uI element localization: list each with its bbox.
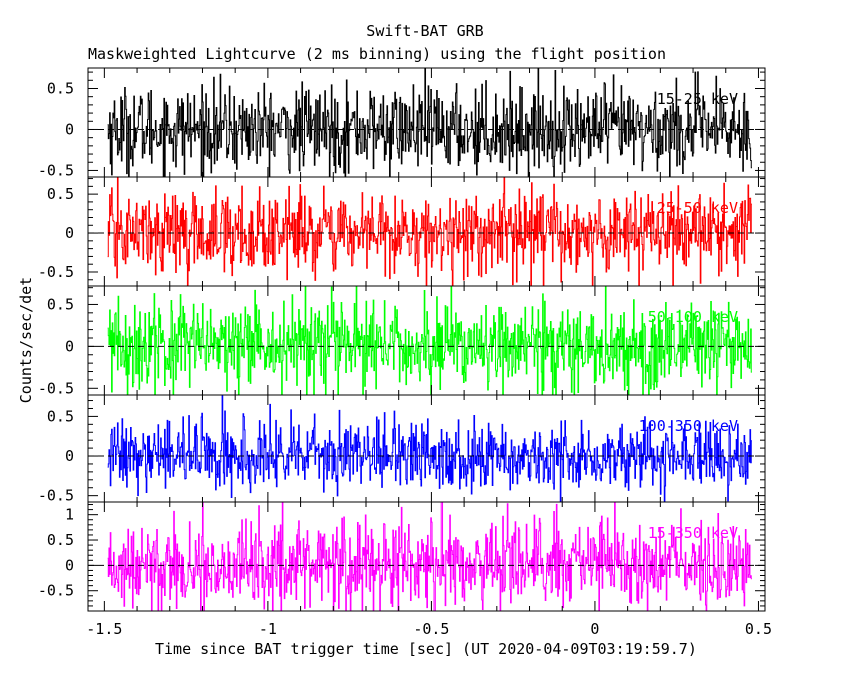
y-tick-label: -0.5	[38, 263, 74, 281]
panel-1: -0.5 0 0.5 15-25 keV	[38, 67, 766, 179]
lightcurve-series-3	[107, 286, 752, 395]
x-tick-label: -1	[259, 620, 277, 638]
y-tick-label: -0.5	[38, 487, 74, 505]
y-tick-label: 0	[65, 224, 74, 242]
lightcurve-series-2	[107, 177, 752, 286]
panel-2: -0.5 0 0.5 25-50 keV	[38, 176, 766, 287]
x-tick-label: -1.5	[86, 620, 122, 638]
panel-3: -0.5 0 0.5 50-100 keV	[38, 285, 766, 397]
y-tick-label: 0	[65, 337, 74, 355]
band-label: 100-350 keV	[639, 417, 738, 435]
y-tick-label: 0.5	[47, 531, 74, 549]
band-label: 25-50 keV	[657, 199, 738, 217]
x-tick-label: 0	[590, 620, 599, 638]
y-tick-label: 0	[65, 556, 74, 574]
y-tick-label: 0	[65, 447, 74, 465]
y-tick-label: 0.5	[47, 185, 74, 203]
y-tick-label: 0.5	[47, 407, 74, 425]
x-tick-label: -0.5	[413, 620, 449, 638]
x-axis-label: Time since BAT trigger time [sec] (UT 20…	[155, 640, 697, 658]
lightcurve-series-5	[107, 502, 752, 611]
y-tick-label: 0.5	[47, 295, 74, 313]
panel-4: -0.5 0 0.5 100-350 keV	[38, 394, 766, 505]
y-tick-label: -0.5	[38, 379, 74, 397]
lightcurve-series-4	[107, 395, 752, 502]
y-tick-label: 1	[65, 506, 74, 524]
y-tick-label: -0.5	[38, 582, 74, 600]
chart-subtitle: Maskweighted Lightcurve (2 ms binning) u…	[88, 45, 666, 63]
lightcurve-series-1	[107, 68, 752, 177]
y-tick-label: -0.5	[38, 161, 74, 179]
chart-title: Swift-BAT GRB	[366, 22, 484, 40]
x-tick-label: 0.5	[745, 620, 772, 638]
panel-5: -0.5 0 0.5 1 15-350 keV	[38, 501, 766, 612]
panel-frame	[87, 501, 766, 612]
y-tick-label: 0.5	[47, 79, 74, 97]
band-label: 15-350 keV	[648, 524, 738, 542]
y-tick-label: 0	[65, 120, 74, 138]
band-label: 15-25 keV	[657, 90, 738, 108]
band-label: 50-100 keV	[648, 308, 738, 326]
